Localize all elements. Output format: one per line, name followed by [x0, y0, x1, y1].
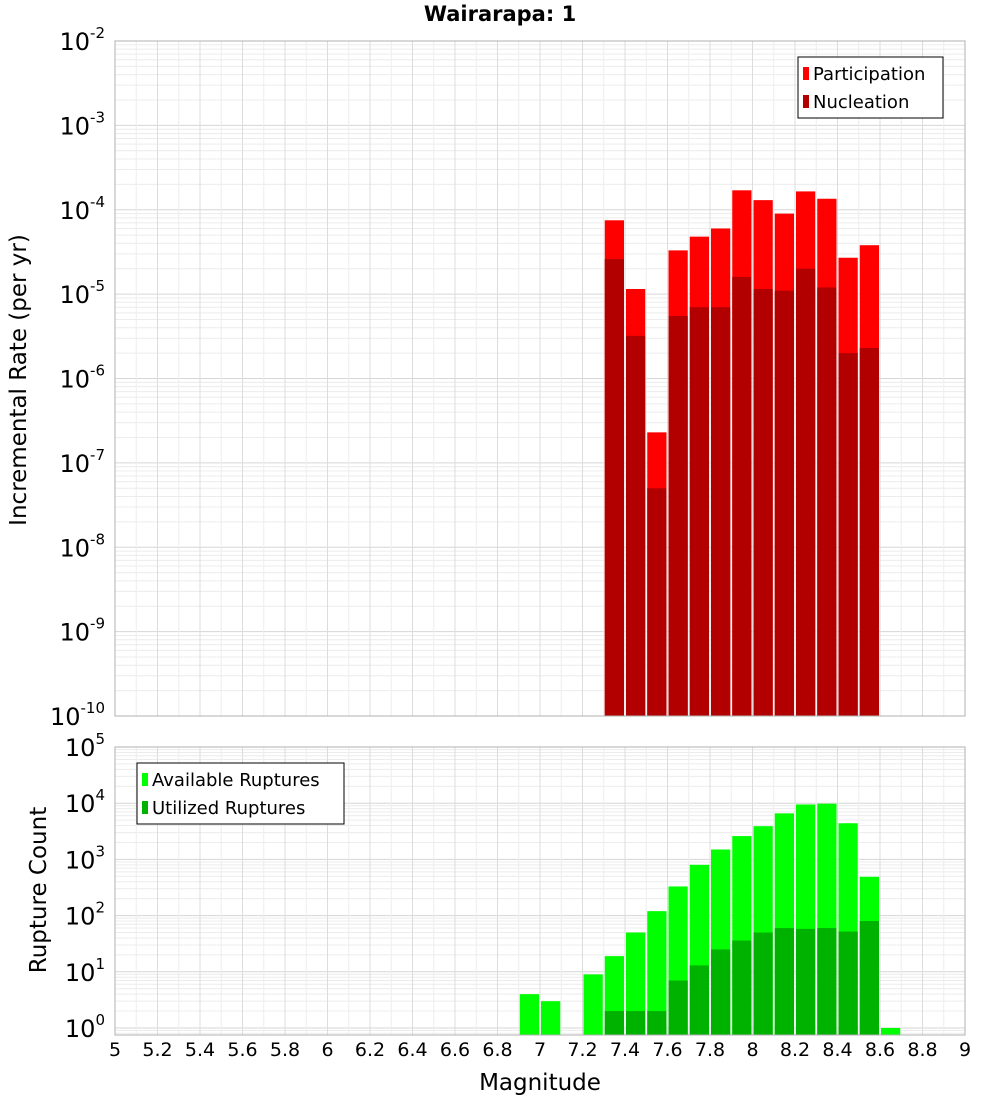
- y-tick-label: 102: [65, 899, 105, 931]
- top-y-axis-label: Incremental Rate (per yr): [6, 234, 32, 526]
- legend-swatch: [142, 773, 148, 786]
- bar-available-ruptures: [626, 932, 646, 1035]
- y-tick-label: 105: [65, 730, 105, 762]
- bar-utilized-ruptures: [796, 928, 816, 1035]
- x-tick-label: 8.6: [865, 1039, 895, 1061]
- x-tick-label: 8.4: [822, 1039, 852, 1061]
- legend-label: Participation: [813, 64, 925, 85]
- x-tick-label: 8.2: [780, 1039, 810, 1061]
- x-tick-label: 6.8: [482, 1039, 512, 1061]
- x-tick-label: 6.6: [440, 1039, 470, 1061]
- legend-label: Available Ruptures: [152, 770, 320, 791]
- x-tick-label: 5.8: [270, 1039, 300, 1061]
- bar-utilized-ruptures: [689, 965, 709, 1035]
- x-tick-label: 5.2: [142, 1039, 172, 1061]
- legend-swatch: [803, 67, 809, 80]
- x-tick-label: 5: [109, 1039, 121, 1061]
- bar-nucleation: [711, 307, 731, 716]
- y-tick-label: 10-10: [50, 699, 105, 731]
- x-tick-label: 7.4: [610, 1039, 640, 1061]
- panel-1: 100 101 102 103 104 105 5 5.2 5.4 5.6 5.8 6 6.2 6.4 6.…: [65, 730, 971, 1061]
- y-tick-label: 103: [65, 842, 105, 874]
- bar-utilized-ruptures: [838, 931, 858, 1035]
- plot-frame-1: [114, 746, 966, 1036]
- x-tick-label: 6: [321, 1039, 333, 1061]
- legend-swatch: [803, 95, 809, 108]
- x-tick-label: 7.2: [567, 1039, 597, 1061]
- bar-utilized-ruptures: [668, 980, 688, 1035]
- legend-swatch: [142, 801, 148, 814]
- chart-title: Wairarapa: 1: [424, 2, 576, 26]
- bar-nucleation: [626, 335, 646, 716]
- bar-nucleation: [732, 276, 752, 716]
- y-tick-label: 10-9: [59, 615, 105, 647]
- bar-nucleation: [668, 316, 688, 716]
- legend-box: [136, 762, 345, 825]
- plot-frame-0: [114, 40, 966, 717]
- bar-utilized-ruptures: [604, 1011, 624, 1035]
- bar-utilized-ruptures: [711, 949, 731, 1035]
- y-tick-label: 10-7: [59, 446, 105, 478]
- bar-nucleation: [689, 307, 709, 716]
- y-tick-label: 10-6: [59, 362, 105, 394]
- bar-utilized-ruptures: [732, 940, 752, 1035]
- x-tick-label: 9: [959, 1039, 971, 1061]
- bar-available-ruptures: [881, 1027, 901, 1035]
- x-tick-label: 8: [746, 1039, 758, 1061]
- bar-utilized-ruptures: [859, 921, 879, 1035]
- x-tick-label: 8.8: [907, 1039, 937, 1061]
- legend-label: Utilized Ruptures: [152, 798, 305, 819]
- bar-nucleation: [859, 347, 879, 716]
- x-tick-label: 7.6: [652, 1039, 682, 1061]
- bar-utilized-ruptures: [753, 932, 773, 1035]
- y-tick-label: 101: [65, 955, 105, 987]
- bar-nucleation: [796, 268, 816, 716]
- y-tick-label: 10-4: [59, 193, 105, 225]
- bar-nucleation: [647, 488, 667, 716]
- bar-utilized-ruptures: [774, 928, 794, 1035]
- bar-nucleation: [817, 287, 837, 716]
- x-tick-label: 5.4: [185, 1039, 215, 1061]
- panel-0: 10-10 10-9 10-8 10-7 10-6 10-5 10-4 10-3 10-2 Par…: [50, 24, 966, 731]
- x-tick-label: 7.8: [695, 1039, 725, 1061]
- x-axis-label: Magnitude: [479, 1070, 601, 1096]
- legend-0: Participation Nucleation: [797, 56, 944, 119]
- legend-box: [797, 56, 944, 119]
- bar-utilized-ruptures: [817, 928, 837, 1035]
- legend-label: Nucleation: [813, 92, 909, 113]
- bar-available-ruptures: [541, 1001, 561, 1035]
- bar-nucleation: [774, 290, 794, 716]
- y-tick-label: 10-8: [59, 530, 105, 562]
- x-tick-label: 5.6: [227, 1039, 257, 1061]
- bar-available-ruptures: [647, 911, 667, 1035]
- bar-available-ruptures: [583, 974, 603, 1035]
- bar-nucleation: [838, 353, 858, 716]
- legend-1: Available Ruptures Utilized Ruptures: [136, 762, 345, 825]
- bar-utilized-ruptures: [626, 1011, 646, 1035]
- y-tick-label: 10-2: [59, 24, 105, 56]
- series-0-1: [604, 259, 879, 716]
- bottom-y-axis-label: Rupture Count: [26, 807, 52, 973]
- series-1-1: [604, 921, 879, 1035]
- bar-utilized-ruptures: [647, 1011, 667, 1035]
- x-tick-label: 7: [534, 1039, 546, 1061]
- bar-nucleation: [604, 259, 624, 716]
- bar-available-ruptures: [519, 994, 539, 1035]
- x-tick-label: 6.4: [397, 1039, 427, 1061]
- bar-nucleation: [753, 289, 773, 716]
- y-tick-label: 10-3: [59, 108, 105, 140]
- x-tick-label: 6.2: [355, 1039, 385, 1061]
- y-tick-label: 10-5: [59, 277, 105, 309]
- y-tick-label: 100: [65, 1011, 105, 1043]
- y-tick-label: 104: [65, 786, 105, 818]
- grid-0: [114, 40, 966, 717]
